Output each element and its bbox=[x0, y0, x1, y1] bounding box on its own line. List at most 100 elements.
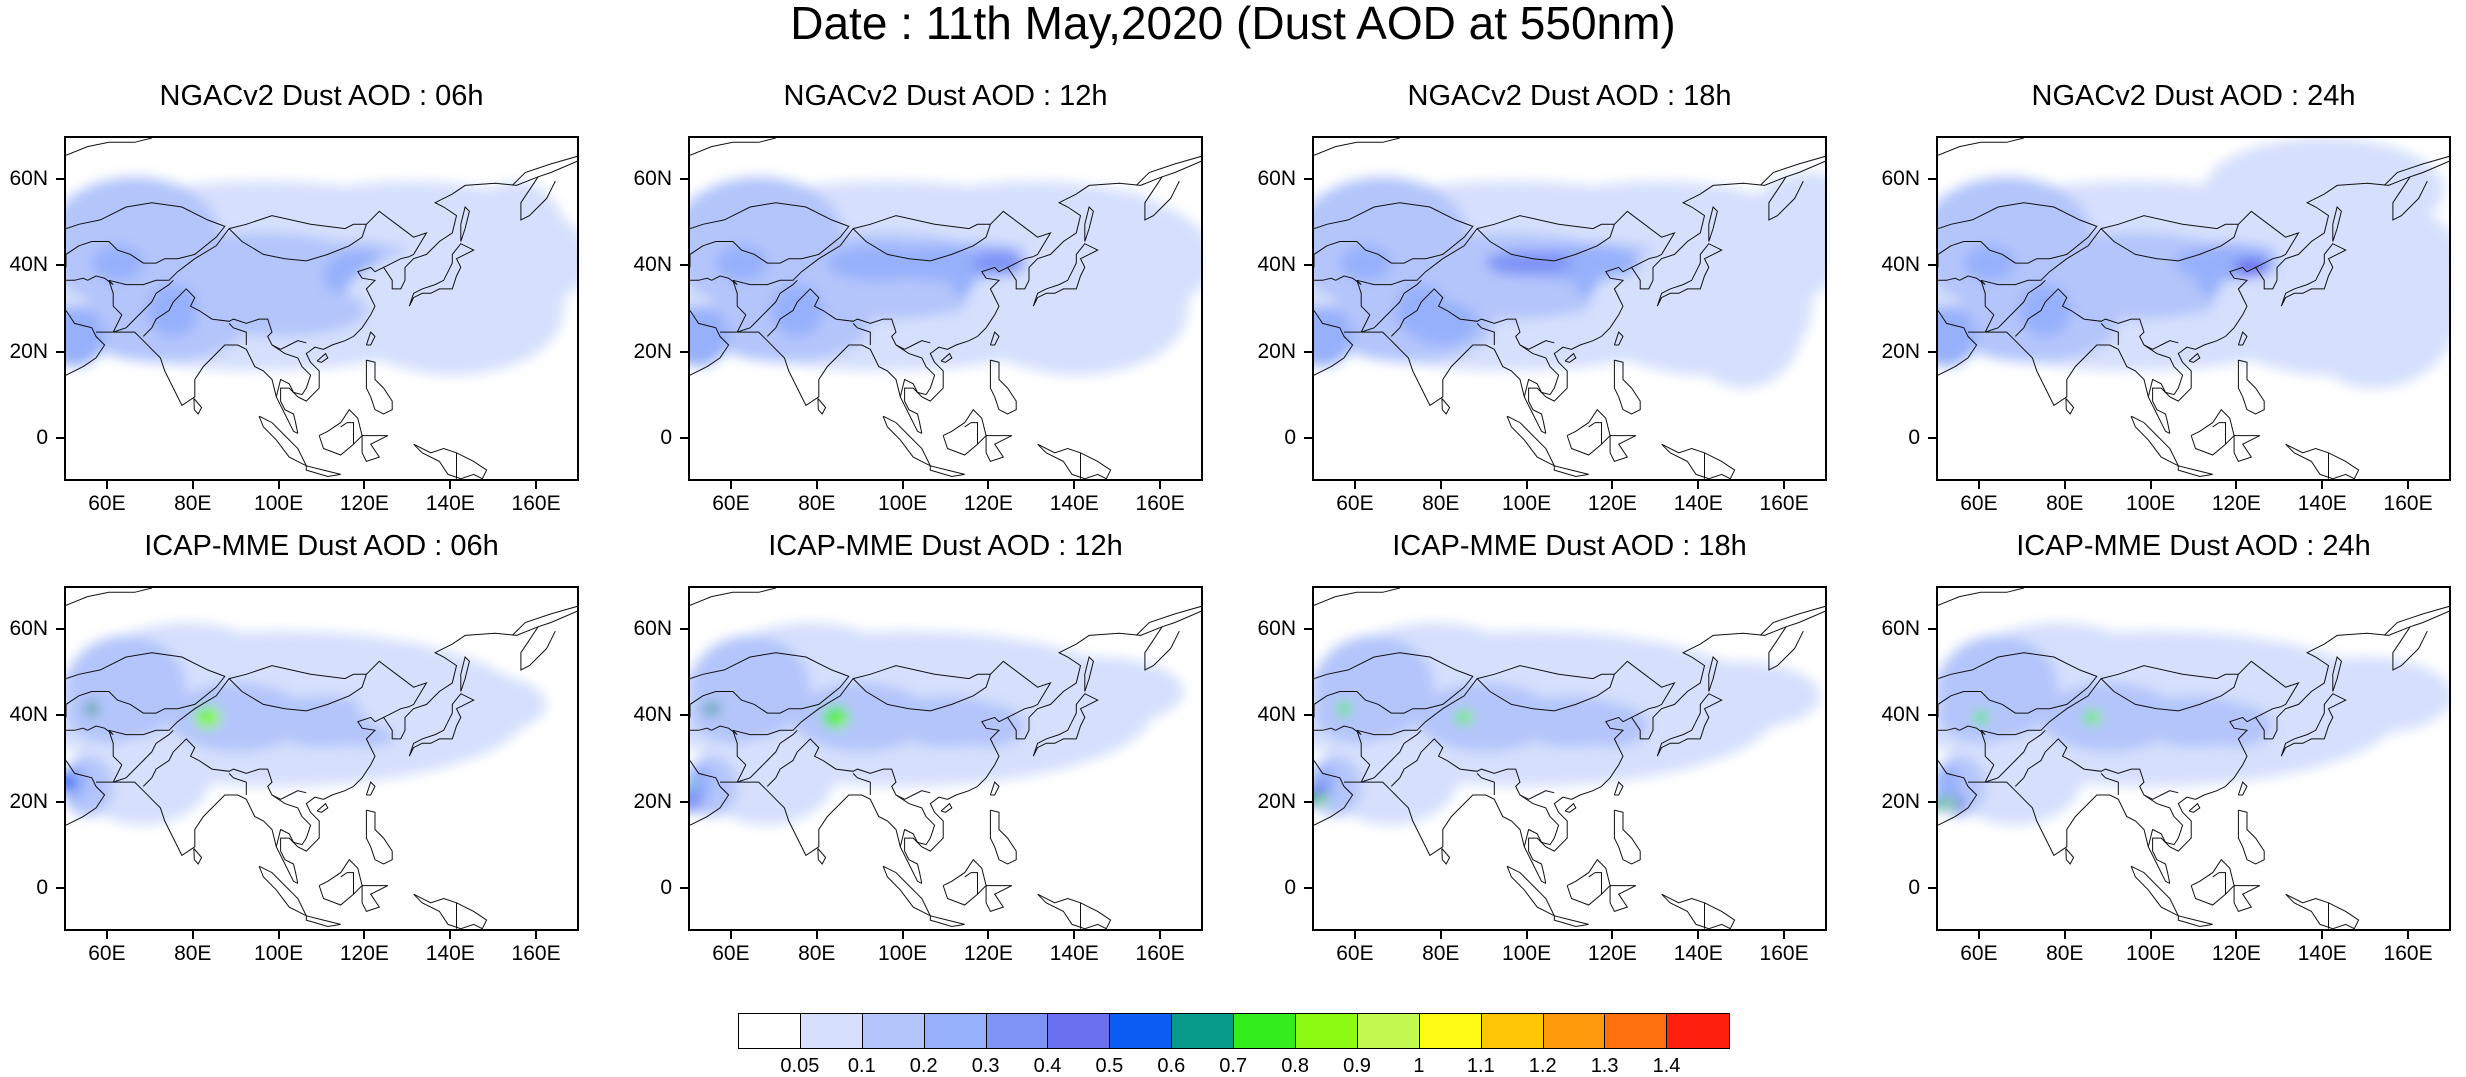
lon-tick bbox=[1526, 931, 1528, 939]
colorbar-tick-label: 0.1 bbox=[827, 1056, 897, 1076]
coastline-segment bbox=[1614, 782, 1623, 795]
lon-tick-label: 120E bbox=[2201, 493, 2271, 515]
aod-cell bbox=[2307, 259, 2427, 388]
lat-tick-label: 0 bbox=[1860, 877, 1920, 899]
lat-tick-label: 0 bbox=[612, 427, 672, 449]
lon-tick bbox=[2064, 931, 2066, 939]
lat-tick bbox=[1928, 351, 1936, 353]
coastline-segment bbox=[1038, 444, 1111, 479]
lon-tick bbox=[192, 481, 194, 489]
lon-tick bbox=[1783, 481, 1785, 489]
coastline-segment bbox=[2178, 466, 2212, 477]
aod-cell bbox=[703, 704, 720, 714]
lat-tick-label: 60N bbox=[612, 618, 672, 640]
coastline-segment bbox=[414, 894, 487, 929]
lon-tick bbox=[1783, 931, 1785, 939]
lat-tick bbox=[1304, 264, 1312, 266]
lon-tick bbox=[535, 931, 537, 939]
lon-tick-label: 160E bbox=[2373, 493, 2443, 515]
coastline-segment bbox=[2191, 860, 2234, 905]
lon-tick-label: 140E bbox=[415, 943, 485, 965]
colorbar-tick-label: 0.05 bbox=[765, 1056, 835, 1076]
coastline-segment bbox=[2131, 866, 2178, 916]
coastline-segment bbox=[1938, 138, 2024, 155]
colorbar-tick-label: 1.3 bbox=[1570, 1056, 1640, 1076]
aod-cell bbox=[2084, 272, 2153, 315]
lat-tick bbox=[680, 437, 688, 439]
aod-cell bbox=[1338, 702, 1351, 715]
lat-tick-label: 60N bbox=[1860, 168, 1920, 190]
coastline-segment bbox=[883, 866, 930, 916]
coastline-segment bbox=[512, 155, 579, 185]
lat-tick-label: 60N bbox=[1236, 618, 1296, 640]
aod-cell bbox=[2020, 285, 2072, 337]
lon-tick bbox=[902, 931, 904, 939]
coastline-segment bbox=[690, 138, 776, 155]
aod-cell bbox=[772, 285, 823, 337]
aod-cell bbox=[1012, 657, 1184, 726]
dust-aod-map bbox=[1314, 138, 1827, 481]
lon-tick-label: 100E bbox=[244, 943, 314, 965]
lon-tick-label: 140E bbox=[1039, 943, 1109, 965]
lat-tick bbox=[1928, 887, 1936, 889]
lon-tick bbox=[902, 481, 904, 489]
map-plot-area bbox=[64, 136, 579, 481]
lon-tick-label: 140E bbox=[1663, 943, 1733, 965]
coastline-segment bbox=[317, 804, 328, 813]
coastline-segment bbox=[259, 866, 306, 916]
lon-tick bbox=[1440, 481, 1442, 489]
dust-aod-map bbox=[690, 138, 1203, 481]
lat-tick bbox=[1304, 628, 1312, 630]
lon-tick-label: 120E bbox=[953, 943, 1023, 965]
lon-tick bbox=[2150, 931, 2152, 939]
lat-tick bbox=[1928, 264, 1936, 266]
colorbar-tick-label: 0.9 bbox=[1322, 1056, 1392, 1076]
panel-title: ICAP-MME Dust AOD : 24h bbox=[1894, 531, 2466, 561]
lon-tick bbox=[1354, 931, 1356, 939]
colorbar-tick-label: 0.3 bbox=[951, 1056, 1021, 1076]
lon-tick-label: 80E bbox=[2030, 943, 2100, 965]
panel-title: NGACv2 Dust AOD : 18h bbox=[1270, 81, 1870, 111]
lon-tick-label: 80E bbox=[1406, 493, 1476, 515]
coastline-segment bbox=[2286, 894, 2359, 929]
colorbar-swatch bbox=[1110, 1014, 1172, 1048]
lon-tick bbox=[106, 481, 108, 489]
dust-aod-map bbox=[1938, 588, 2451, 931]
colorbar-tick-label: 1.4 bbox=[1632, 1056, 1702, 1076]
coastline-segment bbox=[990, 360, 1016, 414]
lon-tick-label: 80E bbox=[158, 943, 228, 965]
dust-aod-map bbox=[690, 588, 1203, 931]
lon-tick-label: 140E bbox=[415, 493, 485, 515]
lon-tick-label: 140E bbox=[1039, 493, 1109, 515]
lon-tick bbox=[192, 931, 194, 939]
lat-tick bbox=[1304, 437, 1312, 439]
lon-tick bbox=[1697, 481, 1699, 489]
lon-tick-label: 140E bbox=[2287, 493, 2357, 515]
lon-tick-label: 100E bbox=[2116, 943, 2186, 965]
coastline-segment bbox=[2234, 886, 2260, 912]
colorbar bbox=[738, 1013, 1730, 1049]
lat-tick bbox=[680, 264, 688, 266]
coastline-segment bbox=[1554, 916, 1588, 927]
coastline-segment bbox=[1614, 360, 1640, 414]
lon-tick bbox=[1159, 481, 1161, 489]
lat-tick-label: 20N bbox=[1236, 341, 1296, 363]
lat-tick-label: 20N bbox=[0, 791, 48, 813]
lat-tick bbox=[1928, 714, 1936, 716]
aod-cell bbox=[1340, 246, 1392, 281]
lon-tick-label: 60E bbox=[1944, 493, 2014, 515]
coastline-segment bbox=[306, 916, 340, 927]
coastline-segment bbox=[2066, 399, 2074, 415]
coastline-segment bbox=[2384, 605, 2451, 635]
coastline-segment bbox=[986, 436, 1012, 462]
colorbar-tick-label: 0.6 bbox=[1136, 1056, 1206, 1076]
colorbar-swatch bbox=[1420, 1014, 1482, 1048]
lat-tick-label: 0 bbox=[1860, 427, 1920, 449]
aod-cell bbox=[1025, 190, 1197, 345]
lat-tick-label: 40N bbox=[0, 254, 48, 276]
panel-title: NGACv2 Dust AOD : 06h bbox=[22, 81, 622, 111]
lon-tick-label: 80E bbox=[158, 493, 228, 515]
lon-tick-label: 100E bbox=[868, 493, 938, 515]
